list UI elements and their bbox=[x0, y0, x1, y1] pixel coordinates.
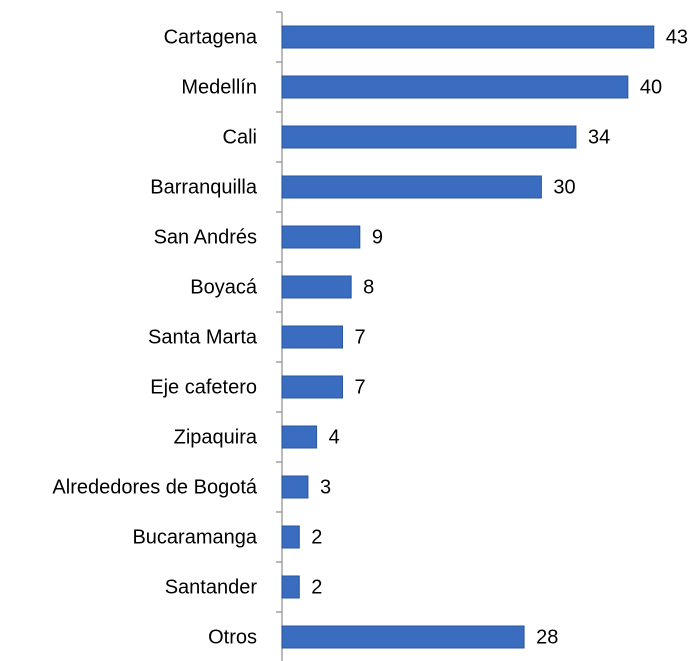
data-label: 2 bbox=[311, 526, 322, 548]
bar bbox=[281, 175, 542, 199]
data-label: 2 bbox=[311, 576, 322, 598]
y-tick-label: Cartagena bbox=[164, 26, 258, 48]
data-label: 40 bbox=[640, 76, 662, 98]
data-label: 28 bbox=[536, 626, 558, 648]
bar bbox=[281, 475, 309, 499]
y-tick-label: Otros bbox=[208, 626, 257, 648]
y-tick-label: Santander bbox=[165, 576, 258, 598]
bar bbox=[281, 225, 361, 249]
bar bbox=[281, 325, 344, 349]
y-tick-label: Santa Marta bbox=[148, 326, 258, 348]
y-tick-label: Bucaramanga bbox=[132, 526, 257, 548]
data-label: 43 bbox=[666, 26, 688, 48]
bar bbox=[281, 125, 577, 149]
data-label: 7 bbox=[355, 326, 366, 348]
bar bbox=[281, 425, 318, 449]
data-label: 3 bbox=[320, 476, 331, 498]
data-label: 7 bbox=[355, 376, 366, 398]
y-tick-label: Barranquilla bbox=[150, 176, 258, 198]
data-label: 9 bbox=[372, 226, 383, 248]
bar bbox=[281, 75, 629, 99]
y-tick-label: Cali bbox=[223, 126, 257, 148]
data-label: 8 bbox=[363, 276, 374, 298]
y-tick-label: Medellín bbox=[181, 76, 257, 98]
data-label: 30 bbox=[553, 176, 575, 198]
bar bbox=[281, 25, 655, 49]
y-tick-label: San Andrés bbox=[154, 226, 257, 248]
data-label: 4 bbox=[329, 426, 340, 448]
y-tick-label: Alrededores de Bogotá bbox=[52, 476, 257, 498]
y-tick-label: Eje cafetero bbox=[150, 376, 257, 398]
bar bbox=[281, 525, 300, 549]
bar bbox=[281, 375, 344, 399]
bar bbox=[281, 625, 525, 649]
y-tick-label: Boyacá bbox=[190, 276, 258, 298]
bar bbox=[281, 275, 352, 299]
bar bbox=[281, 575, 300, 599]
data-label: 34 bbox=[588, 126, 610, 148]
y-tick-label: Zipaquira bbox=[174, 426, 258, 448]
